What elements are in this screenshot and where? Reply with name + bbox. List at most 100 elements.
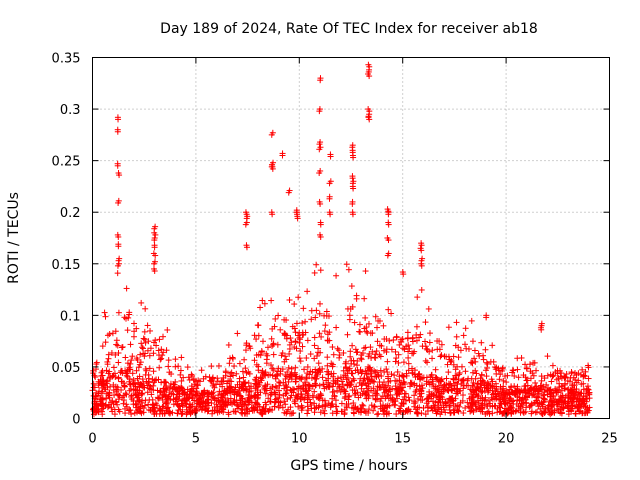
data-point xyxy=(306,371,313,378)
data-point xyxy=(208,378,215,385)
data-point xyxy=(444,361,451,368)
data-point xyxy=(291,301,298,308)
data-point xyxy=(292,329,299,336)
data-point xyxy=(468,317,475,324)
data-point xyxy=(115,309,122,316)
data-point xyxy=(429,407,436,414)
data-point xyxy=(115,396,122,403)
data-point xyxy=(106,374,113,381)
data-point xyxy=(445,324,452,331)
data-point xyxy=(196,395,203,402)
data-point xyxy=(265,395,272,402)
data-point xyxy=(460,385,467,392)
data-point xyxy=(429,355,436,362)
data-point xyxy=(461,341,468,348)
data-point xyxy=(251,357,258,364)
data-point xyxy=(180,374,187,381)
data-point xyxy=(300,305,307,312)
data-point xyxy=(227,373,234,380)
data-point xyxy=(177,406,184,413)
data-point xyxy=(218,394,225,401)
data-point xyxy=(489,342,496,349)
data-point xyxy=(413,337,420,344)
data-point xyxy=(343,358,350,365)
data-point xyxy=(296,334,303,341)
y-tick-label: 0.35 xyxy=(52,52,81,67)
data-point xyxy=(101,309,108,316)
data-point xyxy=(253,401,260,408)
data-point xyxy=(313,307,320,314)
data-point xyxy=(375,410,382,417)
data-point xyxy=(128,392,135,399)
data-point xyxy=(413,323,420,330)
y-tick-label: 0.1 xyxy=(60,309,81,324)
data-point xyxy=(460,410,467,417)
data-point xyxy=(499,389,506,396)
data-point xyxy=(115,350,122,357)
data-point xyxy=(404,335,411,342)
data-point xyxy=(102,313,109,320)
data-point xyxy=(330,351,337,358)
data-point xyxy=(142,350,149,357)
data-point xyxy=(230,372,237,379)
data-point xyxy=(469,338,476,345)
data-point xyxy=(571,382,578,389)
chart-title: Day 189 of 2024, Rate Of TEC Index for r… xyxy=(160,21,538,37)
data-point xyxy=(239,368,246,375)
data-point xyxy=(371,403,378,410)
data-point xyxy=(362,368,369,375)
data-point xyxy=(112,351,119,358)
data-point xyxy=(155,395,162,402)
data-point xyxy=(140,335,147,342)
data-point xyxy=(347,305,354,312)
data-point xyxy=(263,360,270,367)
data-point xyxy=(215,392,222,399)
data-point xyxy=(202,400,209,407)
data-point xyxy=(349,342,356,349)
data-point xyxy=(381,389,388,396)
data-point xyxy=(174,410,181,417)
data-point xyxy=(333,324,340,331)
data-point xyxy=(139,344,146,351)
data-point xyxy=(317,267,324,274)
data-point xyxy=(260,338,267,345)
data-point xyxy=(225,341,232,348)
data-point xyxy=(184,364,191,371)
data-point xyxy=(275,312,282,319)
data-point xyxy=(285,378,292,385)
data-point xyxy=(226,360,233,367)
data-point xyxy=(544,353,551,360)
data-point xyxy=(389,397,396,404)
data-point xyxy=(520,372,527,379)
data-point xyxy=(128,357,135,364)
data-point xyxy=(344,331,351,338)
data-point xyxy=(350,400,357,407)
data-point xyxy=(436,338,443,345)
data-point xyxy=(114,270,121,277)
data-point xyxy=(138,340,145,347)
data-point xyxy=(332,397,339,404)
data-point xyxy=(121,314,128,321)
data-point xyxy=(383,336,390,343)
x-tick-label: 25 xyxy=(601,432,618,447)
data-point xyxy=(319,365,326,372)
data-point xyxy=(147,327,154,334)
data-point xyxy=(521,383,528,390)
data-point xyxy=(158,355,165,362)
data-point xyxy=(123,391,130,398)
data-point xyxy=(266,406,273,413)
data-point xyxy=(151,339,158,346)
data-point xyxy=(159,352,166,359)
data-point xyxy=(307,351,314,358)
data-point xyxy=(528,410,535,417)
data-point xyxy=(550,372,557,379)
data-point xyxy=(333,272,340,279)
data-point xyxy=(548,378,555,385)
data-point xyxy=(270,351,277,358)
data-point xyxy=(315,360,322,367)
data-point xyxy=(231,399,238,406)
data-point xyxy=(322,322,329,329)
data-point xyxy=(165,363,172,370)
data-point xyxy=(575,370,582,377)
data-point xyxy=(177,367,184,374)
